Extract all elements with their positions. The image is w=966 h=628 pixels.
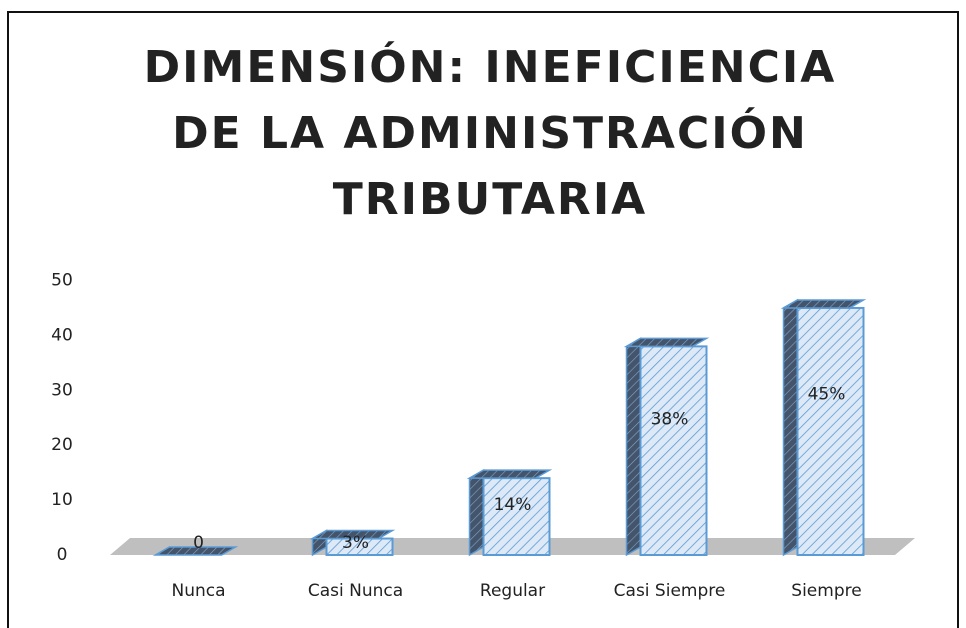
bar-top xyxy=(466,469,553,479)
x-tick-label: Casi Siempre xyxy=(614,581,726,601)
y-tick-label: 0 xyxy=(57,545,68,565)
data-label: 14% xyxy=(494,495,532,515)
bar xyxy=(152,546,239,556)
bar-side xyxy=(468,468,485,557)
bar-side xyxy=(625,337,642,557)
data-label: 45% xyxy=(808,384,846,404)
data-label: 0 xyxy=(193,533,204,553)
x-tick-label: Regular xyxy=(480,581,545,601)
x-tick-label: Nunca xyxy=(171,581,225,601)
y-tick-label: 10 xyxy=(51,490,73,510)
y-tick-label: 20 xyxy=(51,435,73,455)
bar-top xyxy=(152,546,239,556)
bar-front xyxy=(482,477,551,557)
y-tick-label: 50 xyxy=(51,271,73,291)
bar xyxy=(309,529,396,557)
bar-front xyxy=(639,345,708,556)
bar-side xyxy=(782,298,799,557)
y-tick-label: 40 xyxy=(51,325,73,345)
bar xyxy=(466,468,553,557)
chart-title: DE LA ADMINISTRACIÓN xyxy=(172,106,808,159)
chart-title: DIMENSIÓN: INEFICIENCIA xyxy=(144,40,837,93)
y-tick-label: 30 xyxy=(51,380,73,400)
x-tick-label: Siempre xyxy=(791,581,861,601)
bar-front xyxy=(796,306,865,557)
bar xyxy=(623,337,710,557)
chart-title: TRIBUTARIA xyxy=(333,174,648,225)
bar-top xyxy=(309,529,396,540)
data-label: 38% xyxy=(651,409,689,429)
x-tick-label: Casi Nunca xyxy=(308,581,403,601)
bar-top xyxy=(623,337,710,348)
bar xyxy=(780,298,867,557)
data-label: 3% xyxy=(342,533,369,553)
bar-top xyxy=(780,299,867,309)
chart-border xyxy=(7,11,959,628)
